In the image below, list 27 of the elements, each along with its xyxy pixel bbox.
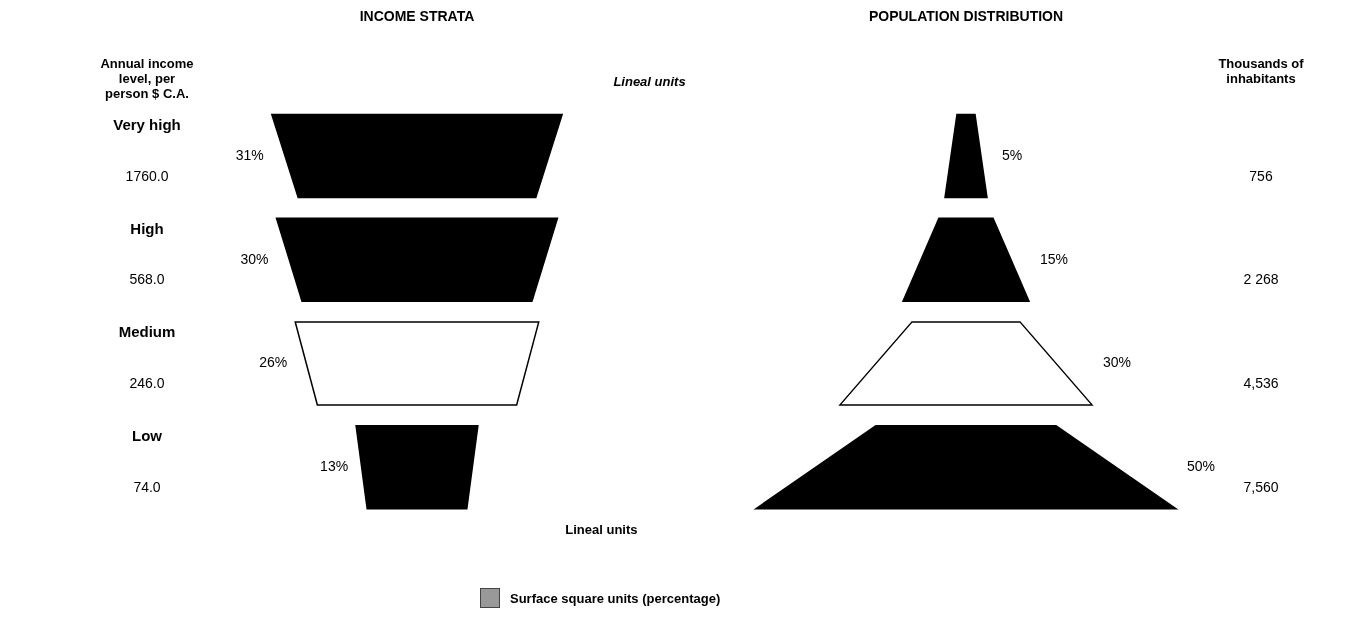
text: POPULATION DISTRIBUTION [868,8,1064,24]
category-label: Medium [118,323,176,341]
text: 246.0 [129,375,165,392]
text: Surface square units (percentage) [510,590,721,606]
text: Lineal units [613,73,686,89]
data-label: 26% [259,354,288,371]
data-label: 5% [1001,146,1023,163]
text: 568.0 [129,271,165,288]
text: Lineal units [565,521,638,537]
category-label: High [130,219,164,237]
category-label: Low [132,427,163,444]
data-label: 30% [240,250,269,267]
text: Thousands of inhabitants [1218,56,1305,86]
category-label: Very high [113,115,181,133]
text: 1760.0 [125,167,169,184]
text: 4,536 [1243,375,1279,392]
text: 74.0 [133,478,161,495]
data-label: 13% [320,458,349,475]
data-label: 31% [235,146,264,163]
text: 7,560 [1243,478,1279,495]
text: 2 268 [1243,271,1279,288]
text: INCOME STRATA [359,8,475,24]
data-label: 50% [1186,458,1216,475]
text: 756 [1249,167,1273,184]
data-label: 15% [1039,250,1069,267]
data-label: 30% [1102,354,1132,371]
text: Annual income level, per person $ C.A. [100,56,194,101]
